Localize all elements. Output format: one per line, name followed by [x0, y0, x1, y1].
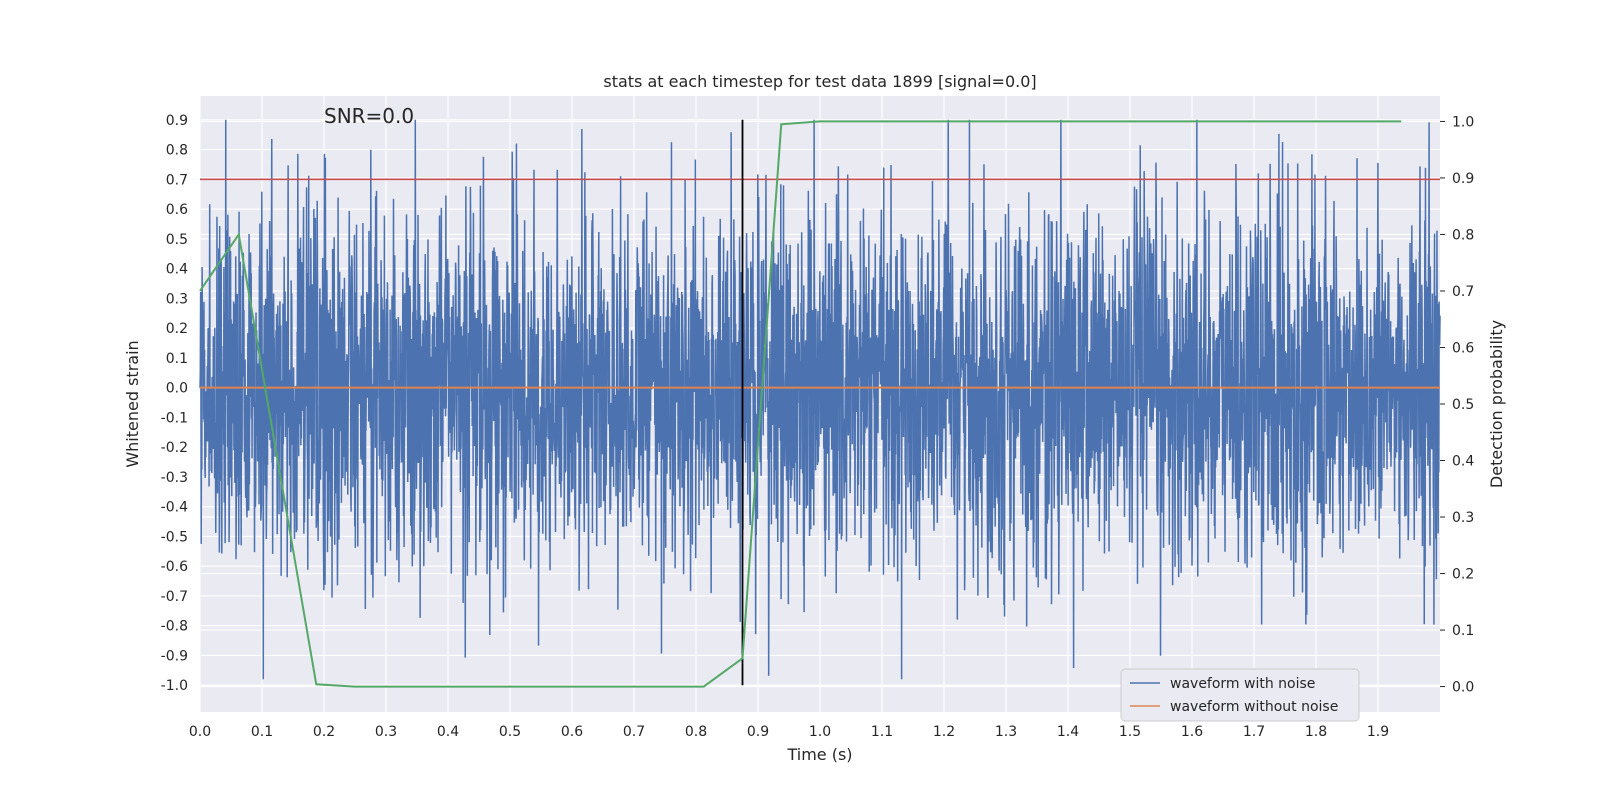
- y-tick-label: -0.3: [161, 470, 188, 486]
- y-tick-label: -0.5: [161, 529, 188, 545]
- y-tick-label: -0.6: [161, 559, 188, 575]
- legend-label-waveform-without-noise: waveform without noise: [1170, 699, 1338, 715]
- y-tick-label: -0.2: [161, 440, 188, 456]
- x-tick-label: 1.9: [1367, 724, 1389, 740]
- x-tick-label: 1.2: [933, 724, 955, 740]
- x-tick-label: 1.7: [1243, 724, 1265, 740]
- legend-box: [1120, 668, 1360, 722]
- x-tick-label: 1.4: [1057, 724, 1079, 740]
- y-tick-label: -0.1: [161, 410, 188, 426]
- y2-tick-label: 0.4: [1452, 454, 1474, 470]
- series-waveform-with-noise: [199, 119, 1441, 680]
- x-tick-label: 0.1: [251, 724, 273, 740]
- y-tick-label: 0.6: [166, 202, 188, 218]
- x-tick-label: 0.4: [437, 724, 459, 740]
- y-tick-label: -1.0: [161, 678, 188, 694]
- x-tick-label: 0.8: [685, 724, 707, 740]
- y-tick-label: 0.0: [166, 381, 188, 397]
- y-axis-label: Whitened strain: [123, 340, 142, 467]
- x-tick-label: 0.6: [561, 724, 583, 740]
- snr-annotation: SNR=0.0: [324, 104, 414, 128]
- x-tick-label: 1.0: [809, 724, 831, 740]
- y2-tick-label: 0.8: [1452, 227, 1474, 243]
- y-tick-label: 0.8: [166, 143, 188, 159]
- y-tick-label: 0.7: [166, 172, 188, 188]
- y-tick-label: 0.5: [166, 232, 188, 248]
- y-tick-label: 0.3: [166, 291, 188, 307]
- y-tick-label: 0.2: [166, 321, 188, 337]
- x-tick-label: 1.8: [1305, 724, 1327, 740]
- y-tick-label: 0.1: [166, 351, 188, 367]
- y-tick-label: 0.9: [166, 113, 188, 129]
- x-tick-label: 0.0: [189, 724, 211, 740]
- y2-tick-label: 0.7: [1452, 284, 1474, 300]
- x-tick-label: 0.2: [313, 724, 335, 740]
- y2-tick-label: 0.9: [1452, 171, 1474, 187]
- y2-axis-label: Detection probability: [1487, 320, 1506, 488]
- x-axis-label: Time (s): [786, 745, 852, 764]
- y2-tick-label: 0.2: [1452, 567, 1474, 583]
- y2-tick-label: 0.6: [1452, 340, 1474, 356]
- legend: waveform with noise waveform without noi…: [1120, 668, 1360, 722]
- y-tick-label: -0.8: [161, 619, 188, 635]
- x-tick-label: 1.6: [1181, 724, 1203, 740]
- y-tick-label: -0.9: [161, 648, 188, 664]
- y2-tick-label: 0.0: [1452, 680, 1474, 696]
- x-tick-label: 0.7: [623, 724, 645, 740]
- y-tick-label: -0.7: [161, 589, 188, 605]
- y2-tick-label: 1.0: [1452, 114, 1474, 130]
- x-axis-ticks: 0.0 0.1 0.2 0.3 0.4 0.5 0.6 0.7 0.8 0.9 1.0 1.1 1.2 1…: [189, 724, 1389, 740]
- x-tick-label: 0.3: [375, 724, 397, 740]
- series-detection-probability: [199, 120, 1402, 688]
- x-tick-label: 0.5: [499, 724, 521, 740]
- legend-label-waveform-with-noise: waveform with noise: [1170, 676, 1315, 692]
- x-tick-label: 0.9: [747, 724, 769, 740]
- x-tick-label: 1.3: [995, 724, 1017, 740]
- y2-tick-label: 0.1: [1452, 623, 1474, 639]
- x-tick-label: 1.1: [871, 724, 893, 740]
- y2-tick-label: 0.3: [1452, 510, 1474, 526]
- y2-axis-ticks: 1.0 0.9 0.8 0.7 0.6 0.5 0.4 0.3 0.2 0.1 0.0: [1440, 114, 1474, 696]
- chart-title: stats at each timestep for test data 189…: [603, 72, 1036, 91]
- series-layer: [199, 119, 1441, 688]
- y2-tick-label: 0.5: [1452, 397, 1474, 413]
- y-tick-label: 0.4: [166, 262, 188, 278]
- x-tick-label: 1.5: [1119, 724, 1141, 740]
- y-tick-label: -0.4: [161, 500, 188, 516]
- y-axis-ticks: 0.9 0.8 0.7 0.6 0.5 0.4 0.3 0.2 0.1 0.0 -0.1 -0.2 -0…: [161, 113, 188, 694]
